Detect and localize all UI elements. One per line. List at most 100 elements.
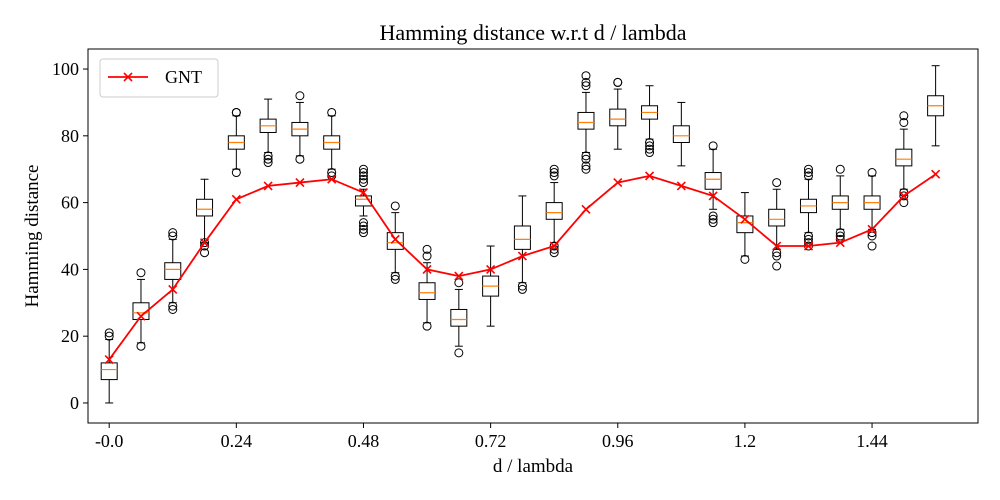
axes-frame (87, 48, 979, 424)
outlier-point (740, 254, 750, 264)
outlier-point (168, 304, 178, 314)
box (164, 262, 182, 280)
series-marker-gnt (772, 241, 782, 251)
box-plot (418, 244, 436, 331)
outlier-point (104, 331, 114, 341)
box-plot (545, 164, 563, 258)
x-tick-label: -0.0 (95, 431, 124, 451)
series-marker-gnt (168, 284, 178, 294)
outlier-point (803, 234, 813, 244)
series-marker-gnt (486, 264, 496, 274)
outlier-point (867, 241, 877, 251)
outlier-point (549, 171, 559, 181)
series-marker-gnt (231, 194, 241, 204)
series-marker-gnt (454, 271, 464, 281)
series-marker-gnt (613, 178, 623, 188)
box-plot (291, 91, 309, 164)
legend: GNT (99, 58, 219, 98)
y-axis-label: Hamming distance (22, 165, 43, 308)
outlier-point (899, 111, 909, 121)
outlier-point (390, 271, 400, 281)
outlier-point (549, 248, 559, 258)
chart-title: Hamming distance w.r.t d / lambda (379, 20, 686, 45)
outlier-point (708, 214, 718, 224)
box-plot (641, 85, 659, 158)
x-tick-label: 1.44 (856, 431, 888, 451)
box (577, 111, 595, 130)
outlier-point (549, 241, 559, 251)
legend-label-gnt: GNT (165, 67, 202, 87)
box-plot (450, 278, 468, 358)
outlier-point (549, 168, 559, 178)
box-plot (577, 71, 595, 174)
outlier-point (390, 201, 400, 211)
box-plot (831, 164, 849, 244)
outlier-point (231, 107, 241, 117)
x-tick-label: 1.2 (734, 431, 757, 451)
outlier-point (645, 148, 655, 158)
x-tick-label: 0.24 (221, 431, 253, 451)
box-plot (736, 192, 754, 264)
outlier-point (899, 117, 909, 127)
outlier-point (168, 231, 178, 241)
outlier-point (295, 154, 305, 164)
outlier-point (581, 81, 591, 91)
outlier-point (104, 328, 114, 338)
outlier-point (231, 168, 241, 178)
box-plot (227, 107, 245, 178)
outlier-point (581, 71, 591, 81)
series-marker-gnt (740, 214, 750, 224)
outlier-point (581, 151, 591, 161)
box (132, 302, 150, 320)
box (895, 148, 913, 167)
box-plot (704, 141, 722, 228)
box-plot (386, 201, 404, 284)
box (354, 195, 372, 207)
series-marker-gnt (549, 241, 559, 251)
series-marker-gnt (517, 251, 527, 261)
box-plot (100, 328, 118, 404)
outlier-point (454, 348, 464, 358)
outlier-point (358, 178, 368, 188)
series-marker-gnt (136, 311, 146, 321)
outlier-point (136, 268, 146, 278)
series-marker-gnt (899, 191, 909, 201)
box (418, 282, 436, 300)
outlier-point (803, 231, 813, 241)
box-plot (259, 98, 277, 168)
box-plot (132, 268, 150, 351)
outlier-point (454, 278, 464, 288)
outlier-point (645, 138, 655, 147)
x-tick-label: 0.72 (475, 431, 507, 451)
box (672, 125, 690, 144)
series-marker-gnt (581, 204, 591, 214)
legend-marker-sample (123, 72, 133, 82)
outlier-point (581, 77, 591, 87)
outlier-point (772, 178, 782, 188)
outlier-point (867, 231, 877, 241)
x-tick-label: 0.96 (602, 431, 634, 451)
outlier-point (390, 274, 400, 284)
box-plot (482, 245, 500, 327)
box (386, 232, 404, 250)
outlier-point (422, 321, 432, 331)
outlier-point (708, 211, 718, 221)
outlier-point (899, 191, 909, 201)
outlier-point (899, 198, 909, 208)
box-plot (672, 101, 690, 167)
series-marker-gnt (867, 224, 877, 234)
outlier-point (358, 228, 368, 238)
outlier-point (200, 238, 210, 248)
box-plot (609, 77, 627, 150)
series-marker-gnt (199, 238, 210, 248)
box-plot (323, 107, 341, 181)
box (768, 208, 786, 227)
outlier-point (358, 224, 368, 234)
outlier-point (358, 221, 368, 231)
outlier-point (803, 171, 813, 181)
series-marker-gnt (835, 238, 845, 248)
outlier-point (613, 77, 623, 87)
outlier-point (358, 218, 368, 228)
outlier-point (517, 281, 527, 291)
